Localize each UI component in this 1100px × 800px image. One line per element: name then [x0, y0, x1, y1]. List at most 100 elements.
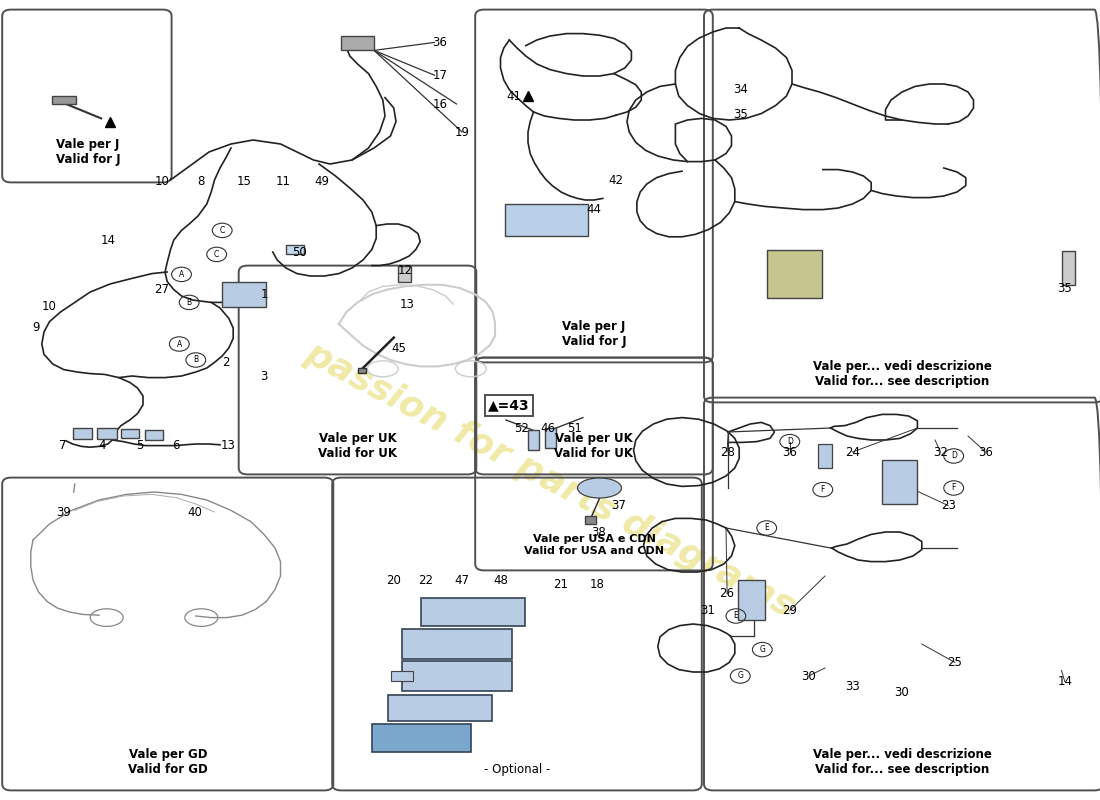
- Bar: [286, 245, 304, 254]
- Bar: [544, 429, 556, 448]
- Text: D: D: [950, 451, 957, 461]
- Text: 20: 20: [386, 574, 402, 586]
- Text: 13: 13: [220, 439, 235, 452]
- Text: 15: 15: [236, 175, 252, 188]
- Text: 33: 33: [845, 680, 860, 693]
- Text: B: B: [194, 355, 198, 365]
- Bar: [388, 695, 493, 721]
- Text: Vale per... vedi descrizione
Valid for... see description: Vale per... vedi descrizione Valid for..…: [813, 360, 991, 388]
- Text: Vale per UK
Valid for UK: Vale per UK Valid for UK: [554, 432, 634, 460]
- Text: 11: 11: [275, 175, 290, 188]
- Text: 2: 2: [222, 356, 229, 369]
- Text: 14: 14: [1057, 675, 1072, 688]
- Text: 25: 25: [947, 656, 962, 669]
- Text: 44: 44: [586, 203, 602, 216]
- Text: 1: 1: [261, 288, 267, 301]
- Text: ▲=43: ▲=43: [488, 398, 530, 413]
- Bar: [398, 266, 411, 282]
- Text: 38: 38: [591, 526, 606, 539]
- Text: 47: 47: [454, 574, 470, 586]
- Bar: [372, 723, 471, 752]
- Text: G: G: [737, 671, 744, 681]
- Text: D: D: [786, 437, 793, 446]
- Text: 28: 28: [719, 446, 735, 458]
- Text: Vale per GD
Valid for GD: Vale per GD Valid for GD: [129, 748, 208, 776]
- Text: 39: 39: [56, 506, 72, 518]
- Text: passion for parts diagrams: passion for parts diagrams: [299, 336, 801, 624]
- Text: 3: 3: [261, 370, 267, 382]
- Text: 17: 17: [432, 69, 448, 82]
- Text: 46: 46: [540, 422, 556, 434]
- Bar: [402, 661, 512, 691]
- Text: 35: 35: [1057, 282, 1072, 294]
- Text: E: E: [734, 611, 738, 621]
- Bar: [420, 598, 526, 626]
- Text: Vale per... vedi descrizione
Valid for... see description: Vale per... vedi descrizione Valid for..…: [813, 748, 991, 776]
- Text: 34: 34: [733, 83, 748, 96]
- Text: 27: 27: [154, 283, 169, 296]
- Text: 50: 50: [292, 246, 307, 258]
- Text: 13: 13: [399, 298, 415, 310]
- Text: 6: 6: [173, 439, 179, 452]
- Text: F: F: [952, 483, 956, 493]
- Text: 49: 49: [315, 175, 330, 188]
- Text: 36: 36: [782, 446, 797, 458]
- Text: Vale per J
Valid for J: Vale per J Valid for J: [562, 320, 626, 348]
- Bar: [145, 430, 163, 440]
- Bar: [818, 444, 832, 468]
- Text: 21: 21: [553, 578, 569, 590]
- Text: 31: 31: [700, 604, 715, 617]
- Bar: [738, 580, 766, 620]
- Bar: [585, 516, 596, 524]
- Text: 48: 48: [493, 574, 508, 586]
- Text: 37: 37: [610, 499, 626, 512]
- Bar: [1062, 251, 1075, 285]
- Text: A: A: [179, 270, 184, 279]
- Bar: [359, 367, 365, 373]
- Text: 14: 14: [100, 234, 116, 246]
- Text: C: C: [220, 226, 224, 235]
- Text: 36: 36: [432, 36, 448, 49]
- Text: 24: 24: [845, 446, 860, 458]
- Text: 30: 30: [801, 670, 816, 682]
- Bar: [528, 430, 539, 450]
- Text: B: B: [187, 298, 191, 307]
- Text: 51: 51: [566, 422, 582, 434]
- Text: 52: 52: [514, 422, 529, 434]
- Text: 35: 35: [733, 108, 748, 121]
- Bar: [767, 250, 822, 298]
- Text: Vale per UK
Valid for UK: Vale per UK Valid for UK: [318, 432, 397, 460]
- Text: 41: 41: [506, 90, 521, 102]
- Text: A: A: [177, 339, 182, 349]
- Bar: [341, 36, 374, 50]
- Text: 18: 18: [590, 578, 605, 590]
- Text: Vale per J
Valid for J: Vale per J Valid for J: [56, 138, 120, 166]
- Bar: [121, 429, 139, 438]
- Text: 22: 22: [418, 574, 433, 586]
- Text: Vale per USA e CDN
Valid for USA and CDN: Vale per USA e CDN Valid for USA and CDN: [524, 534, 664, 556]
- Bar: [52, 96, 76, 103]
- Text: 16: 16: [432, 98, 448, 110]
- Text: 5: 5: [136, 439, 143, 452]
- Text: 36: 36: [978, 446, 993, 458]
- Text: F: F: [821, 485, 825, 494]
- Text: E: E: [764, 523, 769, 533]
- Text: 29: 29: [782, 604, 797, 617]
- Bar: [222, 282, 266, 307]
- Text: 19: 19: [454, 126, 470, 138]
- Text: 12: 12: [397, 264, 412, 277]
- Text: 7: 7: [59, 439, 66, 452]
- Text: 4: 4: [99, 439, 106, 452]
- Text: 10: 10: [154, 175, 169, 188]
- Bar: [390, 671, 412, 681]
- Text: 30: 30: [894, 686, 910, 698]
- Text: G: G: [759, 645, 766, 654]
- Text: 8: 8: [198, 175, 205, 188]
- Text: 23: 23: [940, 499, 956, 512]
- Text: 10: 10: [42, 300, 57, 313]
- Bar: [402, 629, 512, 659]
- Bar: [882, 459, 917, 504]
- Ellipse shape: [578, 478, 621, 498]
- Bar: [97, 429, 117, 438]
- Text: 9: 9: [33, 321, 40, 334]
